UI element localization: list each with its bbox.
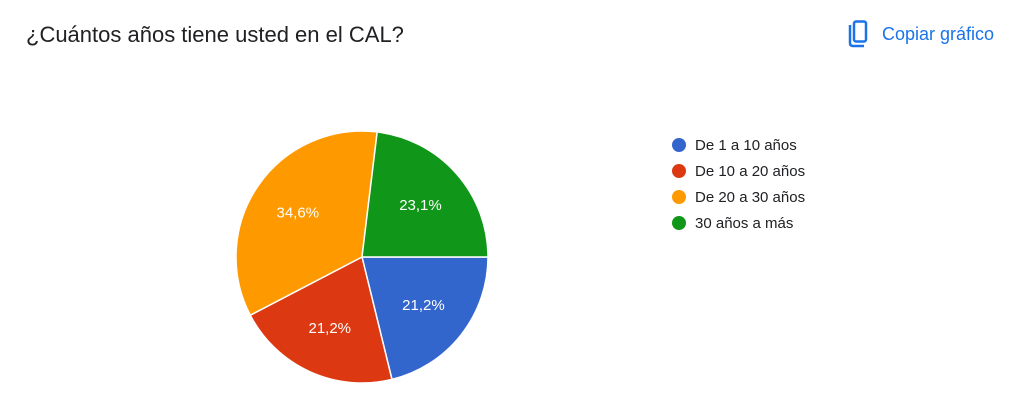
legend: De 1 a 10 años De 10 a 20 años De 20 a 30 … — [672, 132, 805, 236]
legend-label: De 20 a 30 años — [695, 188, 806, 206]
slice-label: 21,2% — [402, 297, 445, 314]
copy-chart-label: Copiar gráfico — [882, 23, 995, 44]
legend-label: 30 años a más — [695, 214, 794, 232]
chart-title: ¿Cuántos años tiene usted en el CAL? — [26, 22, 404, 47]
legend-item: De 20 a 30 años — [672, 184, 805, 210]
legend-swatch — [672, 164, 686, 178]
legend-swatch — [672, 216, 686, 230]
legend-item: De 1 a 10 años — [672, 132, 805, 158]
slice-label: 23,1% — [399, 197, 442, 214]
copy-chart-button[interactable]: Copiar gráfico — [846, 20, 994, 48]
pie-slice — [361, 131, 489, 258]
legend-label: De 1 a 10 años — [695, 136, 797, 154]
pie-slice — [249, 255, 393, 384]
copy-icon — [846, 20, 868, 48]
legend-swatch — [672, 190, 686, 204]
pie-slice — [361, 256, 489, 381]
legend-label: De 10 a 20 años — [695, 162, 806, 180]
legend-swatch — [672, 138, 686, 152]
slice-label: 34,6% — [277, 205, 320, 222]
pie-slice — [235, 130, 379, 317]
legend-item: De 10 a 20 años — [672, 158, 805, 184]
slice-label: 21,2% — [308, 320, 351, 337]
legend-item: 30 años a más — [672, 210, 805, 236]
